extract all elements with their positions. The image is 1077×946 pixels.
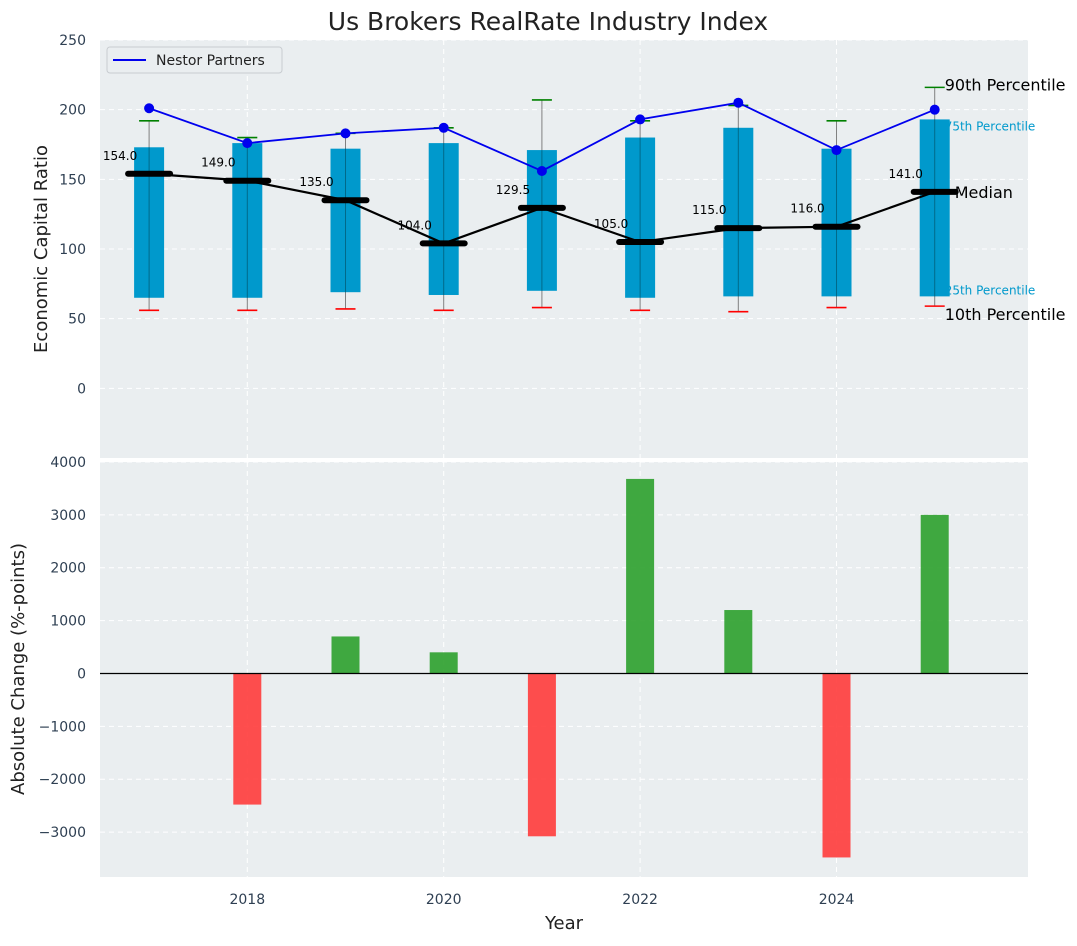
legend[interactable]: Nestor Partners [106, 46, 283, 74]
bottom-y-tick-label: 4000 [50, 455, 86, 471]
p90-annotation: 90th Percentile [945, 75, 1066, 94]
x-tick-labels: 2018 2020 2022 2024 [229, 892, 854, 908]
change-bar-positive [920, 514, 949, 674]
change-bar-negative [527, 673, 556, 837]
bottom-y-tick-label: −2000 [39, 772, 86, 788]
bottom-y-tick-label: −1000 [39, 719, 86, 735]
change-bar-positive [429, 652, 458, 674]
median-annotation: Median [955, 183, 1013, 202]
p10-annotation: 10th Percentile [945, 305, 1066, 324]
median-value-label: 105.0 [594, 217, 628, 231]
company-point [438, 122, 449, 133]
legend-label: Nestor Partners [156, 53, 265, 69]
bottom-y-tick-label: −3000 [39, 825, 86, 841]
bottom-marks [100, 478, 1028, 858]
change-bar-negative [233, 673, 262, 805]
change-bar-negative [822, 673, 851, 858]
x-tick-label: 2018 [229, 892, 265, 908]
median-value-label: 115.0 [692, 203, 726, 217]
median-value-label: 141.0 [889, 167, 923, 181]
x-tick-label: 2020 [426, 892, 462, 908]
bottom-y-tick-label: 2000 [50, 561, 86, 577]
bottom-panel-background [100, 462, 1028, 877]
top-marks: 154.0 149.0 135.0 104.0 129.5 105.0 115.0 116.0… [103, 75, 1066, 324]
top-y-tick-label: 150 [59, 172, 86, 188]
chart-title: Us Brokers RealRate Industry Index [328, 7, 768, 36]
top-y-tick-label: 250 [59, 33, 86, 49]
x-tick-label: 2022 [622, 892, 658, 908]
median-value-label: 116.0 [790, 202, 824, 216]
top-y-tick-label: 200 [59, 103, 86, 119]
company-point [242, 138, 253, 149]
bottom-y-tick-label: 1000 [50, 614, 86, 630]
change-bar-positive [626, 478, 655, 674]
median-value-label: 149.0 [201, 156, 235, 170]
x-axis-label: Year [544, 913, 584, 934]
bottom-y-axis-label: Absolute Change (%-points) [8, 543, 29, 795]
change-bar-positive [331, 636, 360, 674]
company-point [144, 103, 155, 114]
company-point [536, 165, 547, 176]
top-y-tick-label: 100 [59, 242, 86, 258]
company-point [635, 114, 646, 125]
company-point [733, 97, 744, 108]
legend-box [106, 46, 283, 74]
median-value-label: 135.0 [299, 175, 333, 189]
bottom-y-tick-labels: −3000 −2000 −1000 0 1000 2000 3000 4000 [39, 455, 86, 841]
median-value-label: 129.5 [496, 183, 530, 197]
bottom-y-tick-label: 3000 [50, 508, 86, 524]
p25-annotation: 25th Percentile [945, 283, 1036, 297]
company-point [929, 104, 940, 115]
top-y-tick-label: 50 [68, 312, 86, 328]
top-y-axis-label: Economic Capital Ratio [31, 145, 52, 353]
top-y-tick-labels: 0 50 100 150 200 250 [59, 33, 86, 397]
p75-annotation: 75th Percentile [945, 119, 1036, 133]
x-tick-label: 2024 [819, 892, 855, 908]
company-point [340, 128, 351, 139]
bottom-panel: −3000 −2000 −1000 0 1000 2000 3000 4000 2018 202… [8, 455, 1028, 934]
company-point [831, 145, 842, 156]
bottom-y-tick-label: 0 [77, 666, 86, 682]
change-bar-positive [724, 610, 753, 674]
median-value-label: 154.0 [103, 149, 137, 163]
top-panel: 0 50 100 150 200 250 154.0 149.0 135.0 104.0 129.… [31, 33, 1066, 458]
top-y-tick-label: 0 [77, 381, 86, 397]
median-value-label: 104.0 [398, 218, 432, 232]
